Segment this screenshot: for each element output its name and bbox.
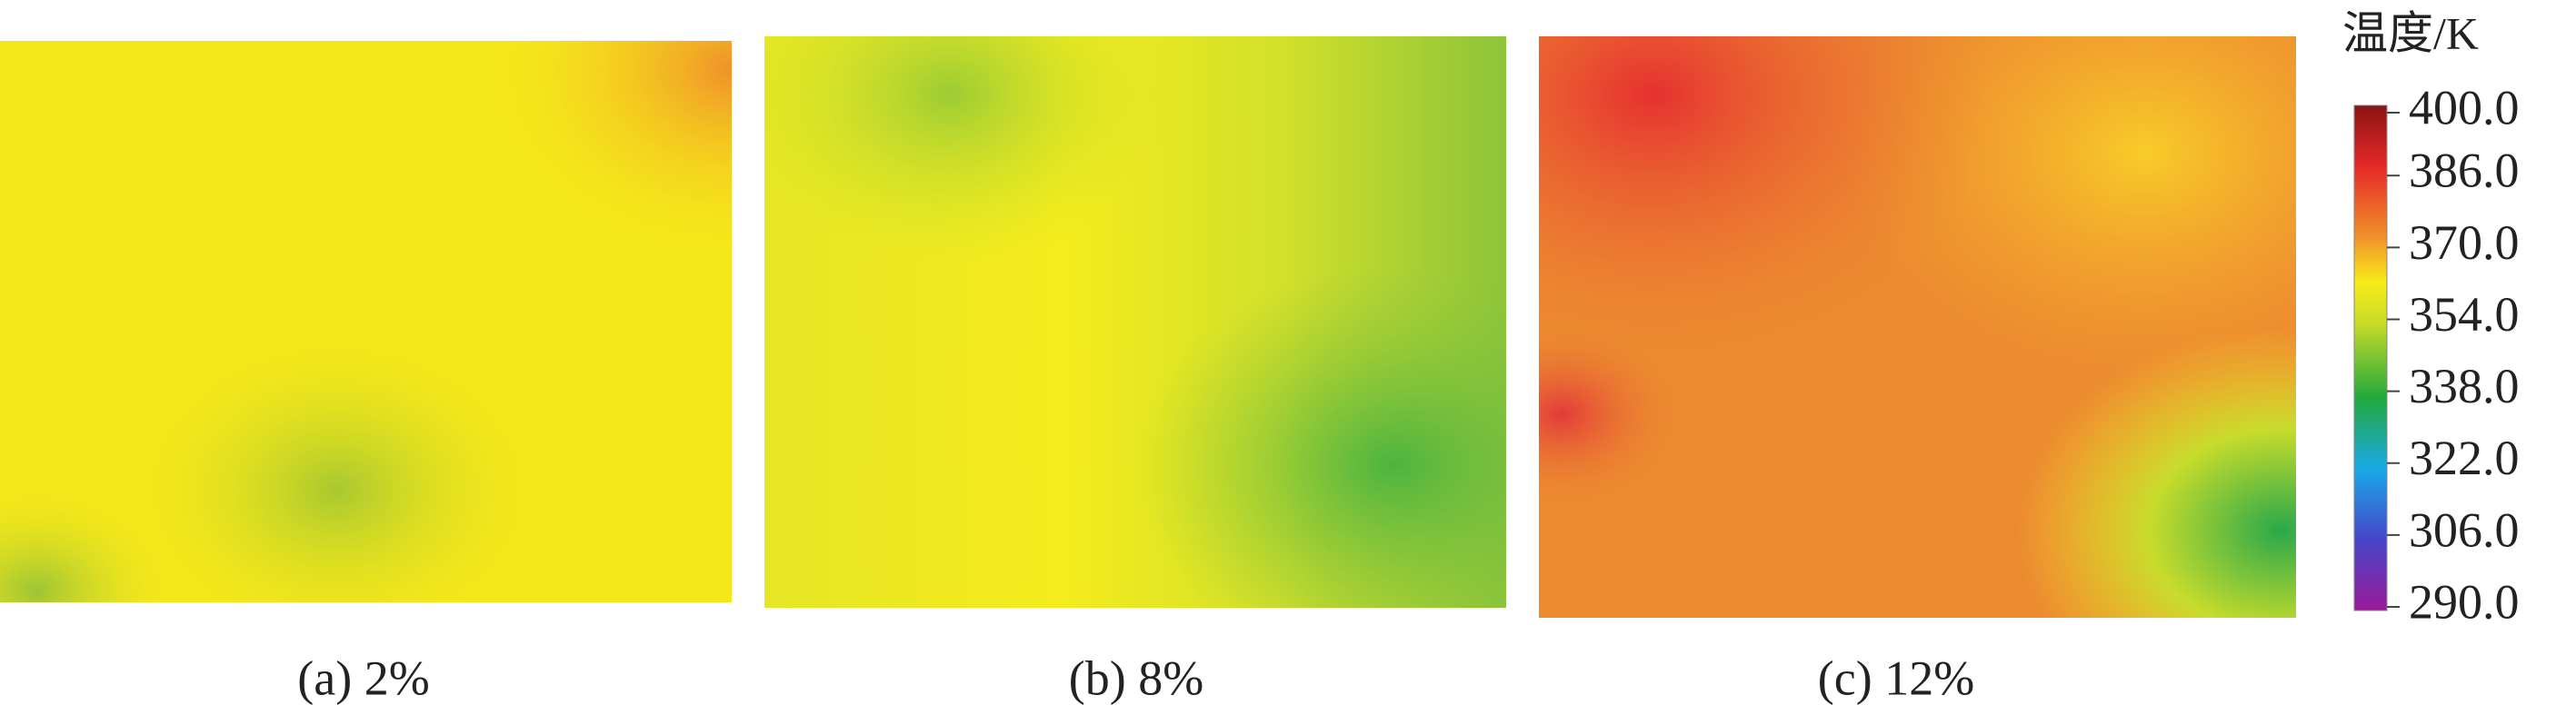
caption: (a) 2% [297,651,429,705]
tick-label: 354.0 [2409,287,2520,342]
caption: (b) 8% [1069,651,1203,705]
panel-a [0,41,732,602]
tick-label: 370.0 [2409,215,2520,270]
tick-label: 338.0 [2409,359,2520,413]
tick-label: 386.0 [2409,144,2520,198]
colorbar-title: 温度/K [2342,7,2479,58]
tick-label: 290.0 [2409,574,2520,629]
tick-label: 400.0 [2409,80,2520,134]
tick-label: 306.0 [2409,502,2520,557]
caption: (c) 12% [1818,651,1974,705]
panel-b [764,36,1506,608]
tick-label: 322.0 [2409,431,2520,485]
panel-c [1539,36,2296,618]
colorbar [2353,104,2388,611]
